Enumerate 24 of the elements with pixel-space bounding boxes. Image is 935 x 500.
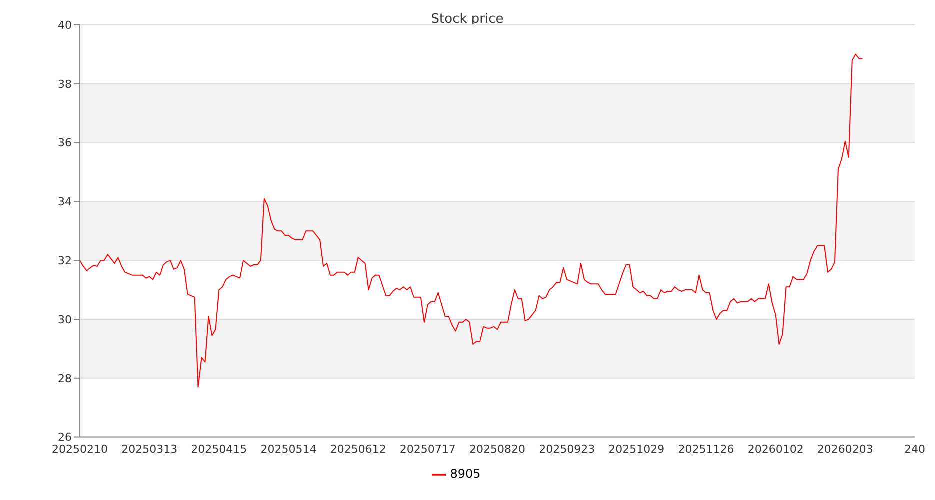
line-series [80, 54, 864, 388]
x-tick-label: 20250313 [122, 443, 178, 456]
y-tick-label: 26 [58, 431, 72, 444]
x-tick-label: 20250717 [400, 443, 456, 456]
x-tick-label: 20250923 [539, 443, 596, 456]
y-tick-label: 40 [58, 18, 72, 32]
chart-title: Stock price [431, 12, 504, 27]
y-tick-label: 38 [58, 78, 72, 91]
y-tick-label: 36 [58, 136, 72, 150]
y-tick-label: 30 [58, 313, 72, 326]
x-tick-label: 20250612 [330, 443, 386, 456]
y-tick-label: 32 [58, 254, 72, 268]
x-tick-label: 20251029 [608, 443, 665, 456]
x-tick-label: 20251126 [678, 443, 734, 456]
x-tick-label: 20260102 [748, 443, 804, 456]
legend-label: 8905 [450, 467, 481, 482]
x-tick-label: 240 [904, 443, 926, 456]
x-tick-label: 20250820 [470, 443, 526, 456]
x-tick-label: 20260203 [817, 443, 874, 456]
x-tick-label: 20250210 [52, 443, 108, 456]
y-tick-label: 34 [58, 196, 72, 209]
y-tick-label: 28 [58, 372, 72, 386]
x-tick-label: 20250514 [260, 443, 317, 456]
x-tick-label: 20250415 [191, 443, 248, 456]
